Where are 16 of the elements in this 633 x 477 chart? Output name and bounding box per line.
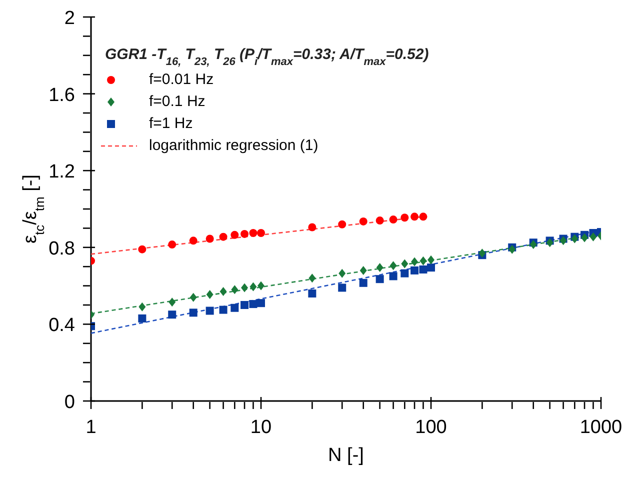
y-tick-label: 1.6 (48, 84, 75, 106)
legend-label: logarithmic regression (1) (149, 136, 318, 156)
y-tick-label: 1.2 (48, 162, 75, 183)
x-tick-label: 10 (250, 417, 272, 438)
chart-title: GGR1 -T$_{16,}$ T$_{23,}$ T$_{26}$ (P$_{i}$/T$_{max}$=0.33; A/T$_{max}$=0.52) (105, 46, 429, 68)
y-tick-label: 0.8 (48, 238, 75, 260)
y-tick-label: 0 (64, 392, 75, 413)
legend-label: f=0.01 Hz (149, 70, 214, 90)
x-tick-label: 1000 (580, 417, 622, 438)
legend-label: f=1 Hz (149, 114, 193, 134)
y-tick-label: 0.4 (48, 315, 76, 336)
x-tick-label: 100 (415, 417, 447, 438)
x-axis-title: N [-] (328, 445, 364, 466)
x-tick-label: 1 (86, 417, 96, 438)
legend-label: f=0.1 Hz (149, 92, 206, 112)
y-tick-label: 2 (64, 8, 75, 29)
